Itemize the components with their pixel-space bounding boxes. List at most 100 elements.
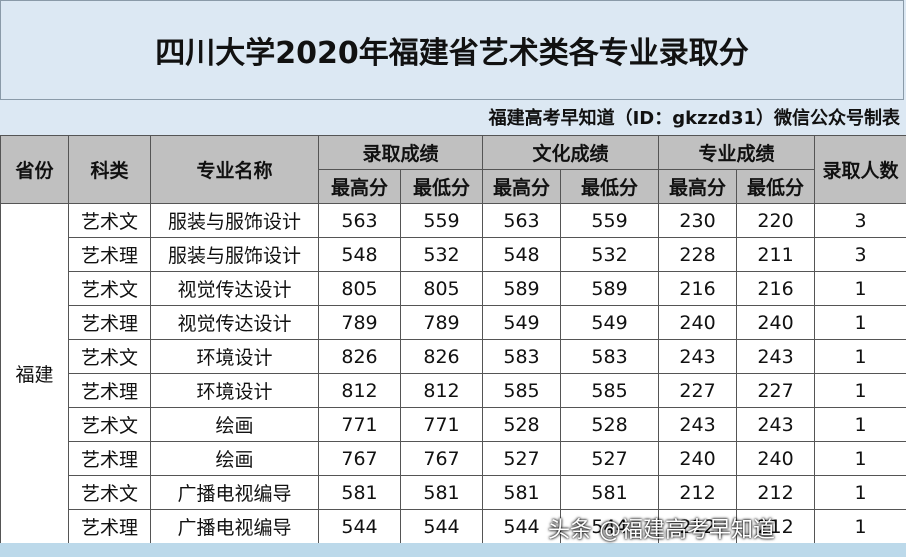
major-cell: 绘画	[150, 407, 319, 442]
score-cell: 583	[482, 339, 562, 374]
score-cell: 544	[482, 509, 562, 544]
score-cell: 1	[814, 305, 906, 340]
score-cell: 805	[399, 271, 484, 306]
score-cell: 532	[560, 237, 660, 272]
score-cell: 528	[560, 407, 660, 442]
score-cell: 1	[814, 339, 906, 374]
score-cell: 549	[560, 305, 660, 340]
score-cell: 563	[482, 203, 562, 238]
column-subheader: 最低分	[736, 169, 816, 204]
column-subheader: 最高分	[482, 169, 562, 204]
title: 四川大学2020年福建省艺术类各专业录取分	[0, 0, 904, 100]
table-body: 福建 艺术文 服装与服饰设计 563 559 563 559 230 220 3 艺术理 服装与服饰设…	[0, 203, 906, 544]
major-cell: 环境设计	[150, 373, 319, 408]
bottom-strip	[0, 543, 906, 557]
score-cell: 227	[736, 373, 816, 408]
score-cell: 227	[658, 373, 738, 408]
category-cell: 艺术理	[68, 509, 151, 544]
score-cell: 559	[399, 203, 484, 238]
column-subheader: 最高分	[658, 169, 738, 204]
score-cell: 581	[399, 475, 484, 510]
column-header: 专业成绩	[658, 135, 816, 170]
table-row: 艺术理 环境设计 812 812 585 585 227 227 1	[1, 373, 906, 408]
score-cell: 212	[736, 509, 816, 544]
score-cell: 589	[560, 271, 660, 306]
score-cell: 544	[318, 509, 401, 544]
score-cell: 212	[736, 475, 816, 510]
header-row: 省份 科类 专业名称 录取成绩 文化成绩 专业成绩 录取人数	[0, 135, 906, 204]
score-cell: 230	[658, 203, 738, 238]
category-cell: 艺术理	[68, 373, 151, 408]
table-row: 艺术文 广播电视编导 581 581 581 581 212 212 1	[1, 475, 906, 510]
score-cell: 771	[399, 407, 484, 442]
score-cell: 532	[399, 237, 484, 272]
score-cell: 3	[814, 203, 906, 238]
column-header: 科类	[68, 135, 151, 204]
score-cell: 789	[318, 305, 401, 340]
score-cell: 211	[736, 237, 816, 272]
major-cell: 服装与服饰设计	[150, 237, 319, 272]
score-cell: 216	[658, 271, 738, 306]
score-cell: 548	[318, 237, 401, 272]
score-cell: 767	[399, 441, 484, 476]
score-cell: 216	[736, 271, 816, 306]
table-row: 福建 艺术文 服装与服饰设计 563 559 563 559 230 220 3	[0, 203, 906, 544]
category-cell: 艺术文	[68, 475, 151, 510]
score-cell: 1	[814, 475, 906, 510]
score-cell: 581	[560, 475, 660, 510]
score-cell: 212	[658, 475, 738, 510]
category-cell: 艺术文	[68, 271, 151, 306]
major-cell: 视觉传达设计	[150, 271, 319, 306]
major-cell: 环境设计	[150, 339, 319, 374]
score-cell: 826	[318, 339, 401, 374]
category-cell: 艺术理	[68, 305, 151, 340]
category-cell: 艺术文	[68, 203, 151, 238]
score-cell: 3	[814, 237, 906, 272]
score-cell: 544	[399, 509, 484, 544]
subheader-row: 最高分 最低分 最高分 最低分 最高分 最低分	[1, 169, 906, 204]
score-cell: 812	[318, 373, 401, 408]
score-cell: 243	[736, 407, 816, 442]
score-cell: 581	[482, 475, 562, 510]
watermark: 头条 @福建高考早知道	[548, 518, 775, 543]
score-cell: 789	[399, 305, 484, 340]
title-area: 四川大学2020年福建省艺术类各专业录取分 福建高考早知道（ID：gkzzd31…	[0, 0, 906, 135]
column-header: 专业名称	[150, 135, 319, 204]
score-cell: 1	[814, 509, 906, 544]
major-cell: 广播电视编导	[150, 509, 319, 544]
column-header: 录取人数	[814, 135, 906, 204]
category-cell: 艺术文	[68, 407, 151, 442]
score-cell: 585	[482, 373, 562, 408]
subtitle: 福建高考早知道（ID：gkzzd31）微信公众号制表	[488, 108, 900, 129]
score-cell: 583	[560, 339, 660, 374]
score-cell: 549	[482, 305, 562, 340]
column-subheader: 最高分	[318, 169, 401, 204]
score-cell: 544	[560, 509, 660, 544]
score-cell: 1	[814, 373, 906, 408]
score-cell: 220	[736, 203, 816, 238]
column-subheader: 最低分	[560, 169, 660, 204]
score-cell: 240	[736, 441, 816, 476]
major-cell: 视觉传达设计	[150, 305, 319, 340]
score-cell: 527	[560, 441, 660, 476]
score-cell: 1	[814, 407, 906, 442]
table-row: 艺术理 服装与服饰设计 548 532 548 532 228 211 3	[1, 237, 906, 272]
major-cell: 绘画	[150, 441, 319, 476]
score-cell: 1	[814, 271, 906, 306]
score-cell: 826	[399, 339, 484, 374]
score-cell: 527	[482, 441, 562, 476]
score-cell: 559	[560, 203, 660, 238]
table-row: 艺术理 绘画 767 767 527 527 240 240 1	[1, 441, 906, 476]
score-cell: 240	[658, 441, 738, 476]
score-cell: 581	[318, 475, 401, 510]
column-header: 文化成绩	[482, 135, 660, 170]
score-cell: 805	[318, 271, 401, 306]
score-cell: 548	[482, 237, 562, 272]
score-cell: 240	[736, 305, 816, 340]
score-cell: 243	[658, 339, 738, 374]
column-header: 录取成绩	[317, 135, 484, 170]
table-row: 艺术理 广播电视编导 544 544 544 544 212 212 1	[1, 509, 906, 544]
major-cell: 服装与服饰设计	[150, 203, 319, 238]
score-cell: 528	[482, 407, 562, 442]
